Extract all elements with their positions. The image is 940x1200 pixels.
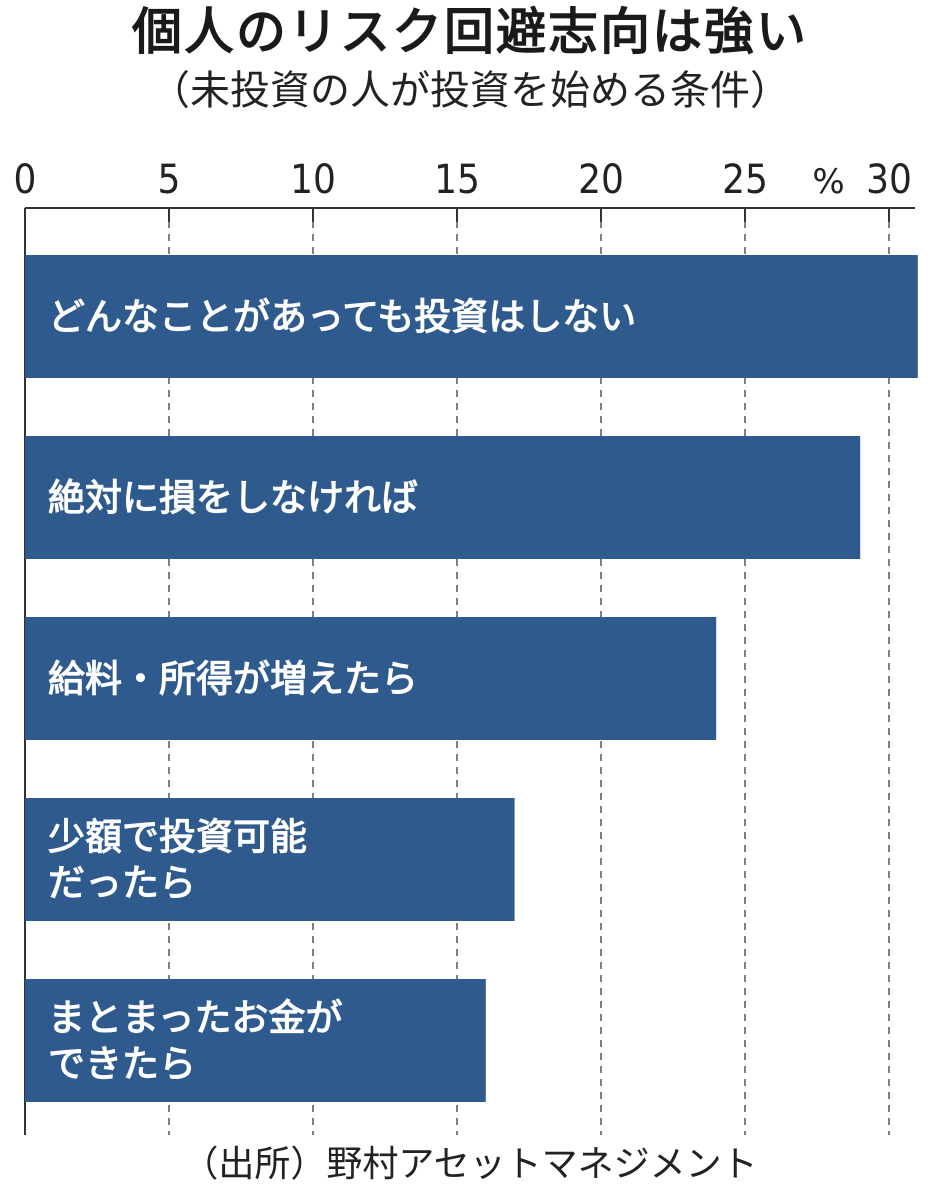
bar-category-label: 給料・所得が増えたら xyxy=(48,658,418,701)
x-tick-label: 30 xyxy=(866,157,912,203)
bar xyxy=(25,255,918,378)
bar-category-label: 少額で投資可能 xyxy=(48,816,307,859)
x-axis-unit-label: % xyxy=(812,162,844,202)
bar xyxy=(25,798,515,921)
x-tick-label: 5 xyxy=(158,157,181,203)
bar-category-label: どんなことがあっても投資はしない xyxy=(48,296,636,339)
bar-category-label: まとまったお金が xyxy=(48,997,343,1040)
bar xyxy=(25,436,861,559)
bar xyxy=(25,979,486,1102)
x-tick-label: 0 xyxy=(14,157,37,203)
bar-category-label: 絶対に損をしなければ xyxy=(48,477,418,520)
bar-category-label: だったら xyxy=(48,862,196,905)
chart-subtitle: （未投資の人が投資を始める条件） xyxy=(150,68,790,114)
bar xyxy=(25,617,717,740)
bar-category-label: できたら xyxy=(48,1043,196,1086)
chart-title: 個人のリスク回避志向は強い xyxy=(132,3,808,61)
x-tick-label: 15 xyxy=(434,157,480,203)
source-note: （出所）野村アセットマネジメント xyxy=(182,1144,758,1185)
x-tick-label: 20 xyxy=(578,157,624,203)
x-tick-label: 25 xyxy=(722,157,768,203)
x-tick-label: 10 xyxy=(290,157,336,203)
